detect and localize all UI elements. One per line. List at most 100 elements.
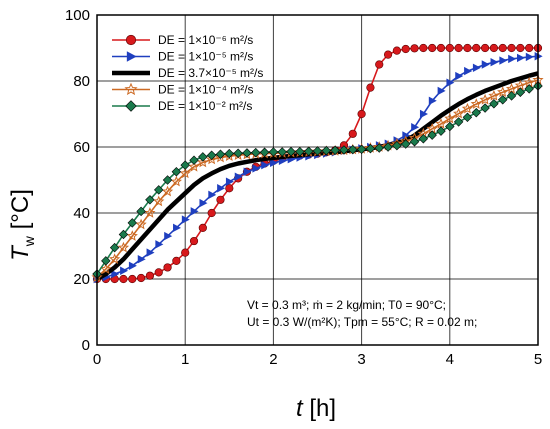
data-point [303, 146, 314, 157]
data-point [366, 83, 375, 92]
data-point [445, 43, 454, 53]
data-point [357, 109, 366, 119]
data-point [109, 242, 120, 253]
data-point [124, 82, 138, 96]
data-point [516, 43, 525, 53]
data-point [199, 198, 208, 208]
data-point [444, 112, 456, 124]
data-point [453, 107, 465, 119]
data-point [525, 43, 534, 53]
data-point [128, 261, 137, 270]
data-point [461, 102, 474, 114]
data-point [524, 84, 534, 94]
data-point [312, 146, 323, 156]
data-point [127, 218, 138, 228]
data-point [428, 43, 437, 53]
data-point [445, 121, 455, 132]
data-point [437, 86, 446, 96]
data-point [181, 215, 190, 224]
annotation-line-2: Ut = 0.3 W/(m²K); Tpm = 55°C; R = 0.02 m… [247, 315, 477, 329]
series-5 [92, 81, 543, 279]
data-point [259, 147, 270, 158]
data-point [365, 143, 376, 154]
data-point [163, 263, 172, 272]
data-point [120, 266, 129, 275]
data-point [144, 207, 156, 218]
data-point [499, 56, 508, 65]
legend-label: DE = 1×10⁻⁵ m²/s [158, 50, 253, 64]
data-point [100, 263, 112, 274]
data-point [173, 223, 181, 233]
data-point [321, 145, 332, 156]
data-point [506, 91, 517, 101]
data-point [375, 60, 384, 69]
data-point [392, 140, 402, 151]
data-point [136, 206, 146, 217]
data-point [154, 268, 163, 277]
data-point [208, 190, 217, 200]
legend-item: DE = 1×10⁻⁵ m²/s [112, 50, 253, 64]
data-point [401, 44, 410, 54]
legend: DE = 1×10⁻⁶ m²/s DE = 1×10⁻⁵ m²/s DE = 3.7… [112, 33, 263, 113]
data-point [480, 43, 490, 53]
data-point [170, 175, 182, 187]
data-point [225, 177, 234, 186]
data-point [261, 160, 270, 170]
data-point [330, 145, 340, 156]
y-tick-label: 80 [73, 73, 90, 90]
legend-item: DE = 1×10⁻⁶ m²/s [112, 33, 253, 47]
x-axis-label-main: t [296, 395, 304, 422]
data-point [207, 208, 216, 218]
x-tick-label: 4 [446, 351, 454, 368]
data-point [216, 195, 225, 204]
data-point [295, 146, 305, 157]
data-point [497, 86, 509, 97]
annotation-box: Vt = 0.3 m³; ṁ = 2 kg/min; T0 = 90°C; Ut… [247, 298, 477, 329]
data-point [436, 43, 446, 53]
data-point [286, 146, 296, 157]
legend-label: DE = 1×10⁻⁴ m²/s [158, 83, 254, 97]
data-point [455, 71, 464, 81]
data-point [233, 148, 243, 158]
data-point [126, 51, 137, 62]
y-tick-label: 20 [73, 271, 90, 288]
data-point [462, 112, 473, 123]
y-tick-label: 100 [65, 7, 90, 24]
data-point [251, 147, 261, 158]
data-point [446, 78, 455, 87]
data-point [383, 142, 393, 152]
y-tick-label: 60 [73, 139, 90, 156]
data-point [270, 158, 279, 168]
annotation-line-1: Vt = 0.3 m³; ṁ = 2 kg/min; T0 = 90°C; [247, 298, 446, 312]
data-point [172, 256, 181, 265]
x-tick-label: 1 [181, 351, 189, 368]
data-point [479, 93, 491, 105]
data-point [180, 160, 190, 170]
x-tick-label: 0 [93, 351, 101, 368]
data-point [162, 175, 173, 185]
data-point [498, 43, 507, 53]
data-point [101, 256, 111, 266]
data-point [111, 269, 120, 279]
data-point [348, 129, 357, 138]
data-point [517, 53, 525, 63]
data-point [189, 236, 199, 246]
legend-item: DE = 1×10⁻² m²/s [112, 99, 252, 113]
data-point [505, 83, 518, 94]
data-point [126, 230, 138, 241]
data-point [164, 231, 173, 241]
data-point [188, 160, 200, 172]
data-point [181, 248, 190, 257]
data-point [137, 273, 146, 283]
data-point [190, 207, 199, 216]
data-point [197, 156, 209, 168]
x-axis-label-unit: [h] [309, 395, 336, 422]
data-point [454, 43, 463, 53]
data-point [119, 274, 128, 284]
data-point [198, 223, 207, 232]
data-point [215, 149, 226, 159]
series-lines [91, 43, 544, 284]
data-point [419, 109, 428, 119]
